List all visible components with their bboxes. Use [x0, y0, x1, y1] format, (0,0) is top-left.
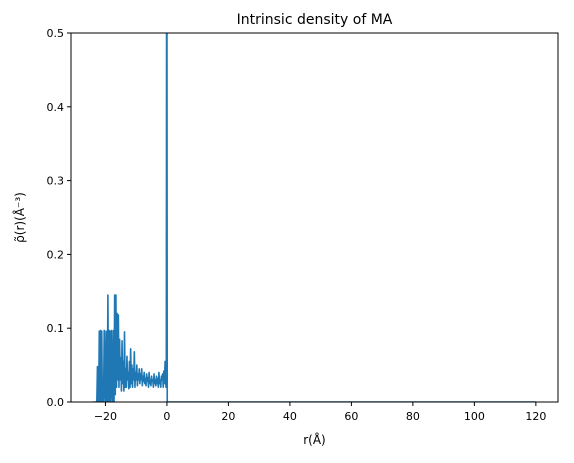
y-tick-label: 0.3: [47, 175, 65, 188]
x-tick-label: −20: [94, 410, 117, 423]
x-tick-label: 100: [464, 410, 485, 423]
y-tick-label: 0.1: [47, 322, 65, 335]
y-tick-label: 0.0: [47, 396, 65, 409]
x-tick-label: 20: [221, 410, 235, 423]
x-tick-label: 60: [344, 410, 358, 423]
x-axis-label: r(Å): [303, 432, 326, 447]
y-tick-label: 0.5: [47, 27, 65, 40]
x-tick-label: 80: [406, 410, 420, 423]
x-tick-label: 40: [283, 410, 297, 423]
y-tick-label: 0.2: [47, 248, 65, 261]
density-series-line: [93, 33, 536, 402]
x-tick-label: 120: [525, 410, 546, 423]
x-tick-label: 0: [163, 410, 170, 423]
plot-frame: [70, 32, 559, 403]
y-tick-label: 0.4: [47, 101, 65, 114]
chart-title: Intrinsic density of MA: [237, 12, 393, 28]
y-axis-label: ρ̃(r)(Å⁻³): [12, 192, 27, 243]
